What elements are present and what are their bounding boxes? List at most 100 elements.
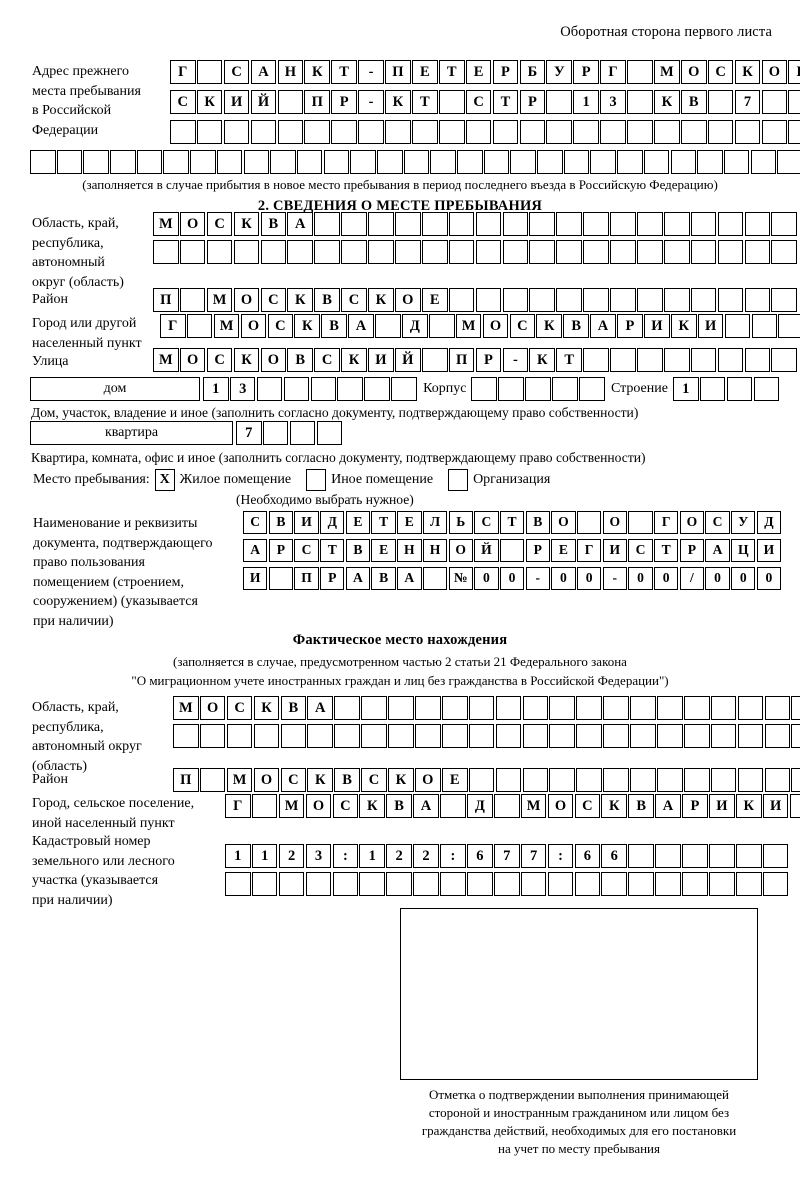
char-cell[interactable]: А <box>250 60 277 84</box>
char-cell[interactable] <box>304 120 331 144</box>
char-cell[interactable] <box>778 314 800 338</box>
char-cell[interactable]: Г <box>600 60 626 84</box>
char-cell[interactable] <box>654 120 680 144</box>
char-cell[interactable]: И <box>294 511 319 534</box>
char-cell[interactable] <box>498 377 524 401</box>
char-cell[interactable] <box>726 377 753 401</box>
char-cell[interactable]: В <box>260 212 287 236</box>
char-cell[interactable]: В <box>268 511 294 534</box>
char-cell[interactable] <box>552 377 578 401</box>
char-cell[interactable]: - <box>525 567 550 590</box>
char-cell[interactable]: Р <box>331 90 357 114</box>
char-cell[interactable] <box>196 60 223 84</box>
char-cell[interactable] <box>682 844 708 868</box>
char-cell[interactable] <box>750 150 777 174</box>
char-cell[interactable]: : <box>440 844 466 868</box>
char-cell[interactable] <box>627 60 653 84</box>
char-cell[interactable]: 7 <box>493 844 520 868</box>
char-cell[interactable]: Е <box>371 539 396 562</box>
char-cell[interactable] <box>788 90 800 114</box>
char-cell[interactable] <box>296 150 323 174</box>
char-cell[interactable]: С <box>465 90 492 114</box>
char-cell[interactable]: Д <box>320 511 345 534</box>
char-cell[interactable] <box>627 120 653 144</box>
char-cell[interactable] <box>764 768 791 792</box>
char-cell[interactable]: 3 <box>600 90 626 114</box>
char-cell[interactable] <box>268 567 294 590</box>
char-cell[interactable] <box>428 314 455 338</box>
char-cell[interactable] <box>761 120 788 144</box>
char-cell[interactable]: И <box>756 539 782 562</box>
char-cell[interactable]: О <box>482 314 509 338</box>
char-cell[interactable] <box>735 844 762 868</box>
char-cell[interactable] <box>522 724 549 748</box>
char-cell[interactable]: М <box>213 314 240 338</box>
char-cell[interactable]: С <box>628 539 653 562</box>
char-cell[interactable] <box>190 150 216 174</box>
char-cell[interactable]: В <box>345 539 371 562</box>
char-cell[interactable] <box>709 844 735 868</box>
char-cell[interactable] <box>663 348 690 372</box>
char-cell[interactable]: И <box>243 567 268 590</box>
char-cell[interactable] <box>574 872 601 896</box>
char-cell[interactable] <box>717 288 744 312</box>
char-cell[interactable] <box>707 120 734 144</box>
char-cell[interactable]: К <box>304 60 331 84</box>
char-cell[interactable]: У <box>731 511 756 534</box>
char-cell[interactable]: - <box>358 90 384 114</box>
char-cell[interactable]: С <box>226 696 253 720</box>
char-cell[interactable] <box>368 240 394 264</box>
char-cell[interactable] <box>310 377 337 401</box>
char-cell[interactable] <box>610 348 636 372</box>
char-cell[interactable] <box>375 314 401 338</box>
char-cell[interactable] <box>233 240 260 264</box>
char-cell[interactable]: К <box>385 90 411 114</box>
char-cell[interactable] <box>771 240 798 264</box>
char-cell[interactable]: В <box>287 348 314 372</box>
char-cell[interactable] <box>762 872 789 896</box>
char-cell[interactable] <box>522 768 549 792</box>
char-cell[interactable]: С <box>332 794 359 818</box>
char-cell[interactable] <box>709 872 735 896</box>
char-cell[interactable]: 1 <box>225 844 251 868</box>
char-cell[interactable]: Р <box>268 539 294 562</box>
char-cell[interactable]: Й <box>395 348 421 372</box>
char-cell[interactable] <box>179 288 206 312</box>
char-cell[interactable] <box>495 696 522 720</box>
char-cell[interactable]: С <box>267 314 294 338</box>
document-row-3[interactable]: И П Р А В А № 0 0-0 0-0 0/0 0 0 <box>243 567 782 590</box>
char-cell[interactable] <box>386 872 412 896</box>
char-cell[interactable]: М <box>173 696 199 720</box>
char-cell[interactable]: О <box>761 60 788 84</box>
char-cell[interactable] <box>56 150 83 174</box>
char-cell[interactable]: Р <box>519 90 546 114</box>
char-cell[interactable]: Г <box>654 511 679 534</box>
char-cell[interactable]: Д <box>756 511 782 534</box>
char-cell[interactable] <box>475 288 502 312</box>
char-cell[interactable]: А <box>705 539 730 562</box>
char-cell[interactable] <box>751 314 778 338</box>
char-cell[interactable]: С <box>574 794 601 818</box>
char-cell[interactable] <box>495 768 522 792</box>
char-cell[interactable]: № <box>448 567 473 590</box>
char-cell[interactable] <box>762 844 789 868</box>
char-cell[interactable] <box>717 348 744 372</box>
char-cell[interactable] <box>350 150 376 174</box>
char-cell[interactable] <box>522 696 549 720</box>
char-cell[interactable] <box>724 314 751 338</box>
char-cell[interactable] <box>179 240 206 264</box>
char-cell[interactable] <box>549 696 576 720</box>
char-cell[interactable]: О <box>679 511 705 534</box>
char-cell[interactable]: О <box>448 539 473 562</box>
char-cell[interactable]: А <box>397 567 422 590</box>
char-cell[interactable]: П <box>294 567 319 590</box>
char-cell[interactable] <box>502 240 529 264</box>
char-cell[interactable]: В <box>321 314 347 338</box>
char-cell[interactable]: : <box>547 844 574 868</box>
char-cell[interactable] <box>663 240 690 264</box>
char-cell[interactable] <box>510 150 536 174</box>
char-cell[interactable] <box>764 696 791 720</box>
